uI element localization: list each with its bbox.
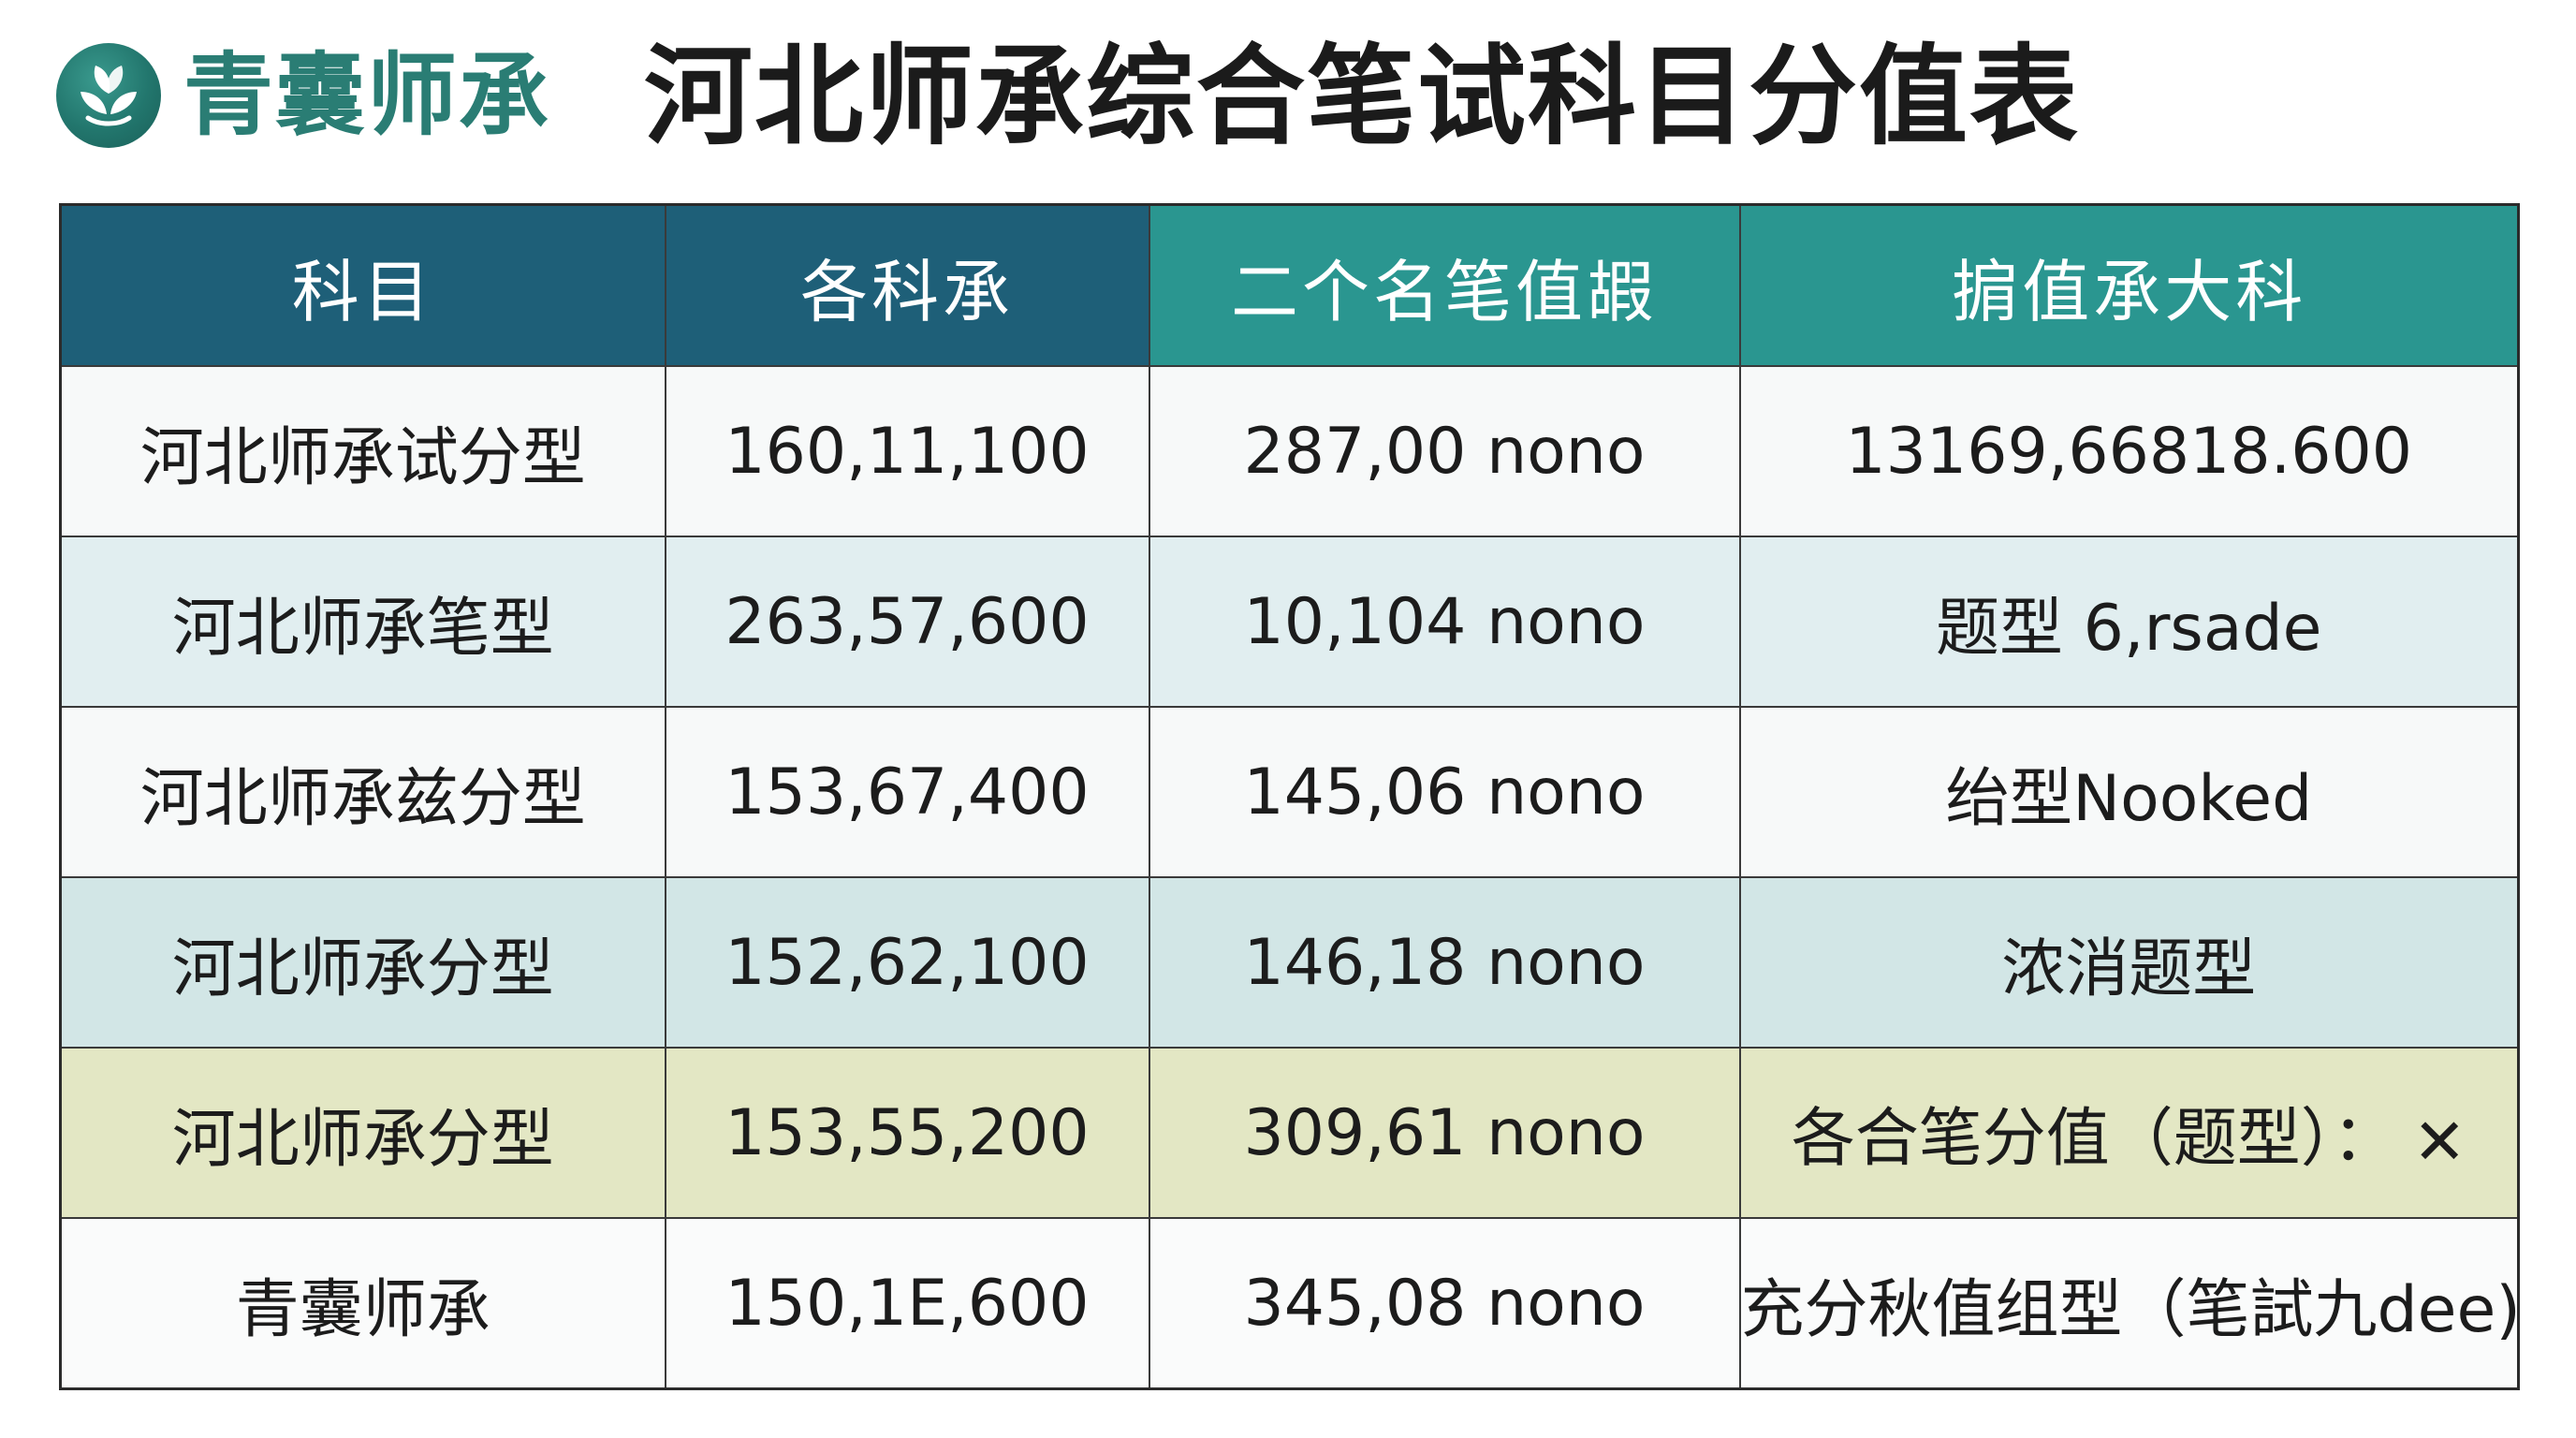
value-cell-with-close: 各合笔分值（题型）： ✕: [1738, 1047, 2520, 1219]
subject-cell: 河北师承笔型: [59, 536, 666, 708]
close-x-icon[interactable]: ✕: [2412, 1105, 2466, 1180]
value-cell: 146,18 nono: [1148, 876, 1741, 1049]
value-cell: 153,67,400: [664, 706, 1150, 878]
table-header-row: 科目 各科承 二个名笔值嘏 掮值承大科: [59, 203, 2520, 367]
value-cell: 充分秋值组型（笔試九dee): [1738, 1217, 2520, 1390]
subject-cell: 河北师承兹分型: [59, 706, 666, 878]
value-cell: 345,08 nono: [1148, 1217, 1741, 1390]
value-cell: 10,104 nono: [1148, 536, 1741, 708]
table-row: 河北师承兹分型 153,67,400 145,06 nono 绐型Nooked: [59, 706, 2520, 878]
subject-cell: 青囊师承: [59, 1217, 666, 1390]
subject-cell: 河北师承试分型: [59, 365, 666, 537]
leaf-sprout-icon: [56, 43, 161, 148]
value-cell: 160,11,100: [664, 365, 1150, 537]
value-cell: 152,62,100: [664, 876, 1150, 1049]
value-cell: 263,57,600: [664, 536, 1150, 708]
value-cell: 153,55,200: [664, 1047, 1150, 1219]
leaf-sprout-icon-graphic: [80, 66, 137, 126]
value-cell: 浓消题型: [1738, 876, 2520, 1049]
value-cell: 绐型Nooked: [1738, 706, 2520, 878]
column-header-4: 掮值承大科: [1738, 203, 2520, 367]
column-header-3: 二个名笔值嘏: [1148, 203, 1741, 367]
score-table: 科目 各科承 二个名笔值嘏 掮值承大科 河北师承试分型 160,11,100 2…: [59, 203, 2520, 1390]
table-row: 河北师承分型 152,62,100 146,18 nono 浓消题型: [59, 876, 2520, 1049]
subject-cell: 河北师承分型: [59, 1047, 666, 1219]
table-row: 河北师承笔型 263,57,600 10,104 nono 题型 6,rsade: [59, 536, 2520, 708]
value-cell: 309,61 nono: [1148, 1047, 1741, 1219]
table-row: 河北师承试分型 160,11,100 287,00 nono 13169,668…: [59, 365, 2520, 537]
value-cell: 145,06 nono: [1148, 706, 1741, 878]
value-cell: 题型 6,rsade: [1738, 536, 2520, 708]
value-cell: 13169,66818.600: [1738, 365, 2520, 537]
table-row: 河北师承分型 153,55,200 309,61 nono 各合笔分值（题型）：…: [59, 1047, 2520, 1219]
value-cell: 287,00 nono: [1148, 365, 1741, 537]
page-title: 河北师承综合笔试科目分值表: [644, 34, 2080, 160]
brand-logo: 青囊师承: [56, 39, 550, 152]
value-cell-text: 各合笔分值（题型）：: [1791, 1102, 2396, 1177]
brand-name: 青囊师承: [183, 43, 550, 148]
value-cell: 150,1E,600: [664, 1217, 1150, 1390]
column-header-subject: 科目: [59, 203, 666, 367]
table-row: 青囊师承 150,1E,600 345,08 nono 充分秋值组型（笔試九de…: [59, 1217, 2520, 1390]
subject-cell: 河北师承分型: [59, 876, 666, 1049]
column-header-2: 各科承: [664, 203, 1150, 367]
